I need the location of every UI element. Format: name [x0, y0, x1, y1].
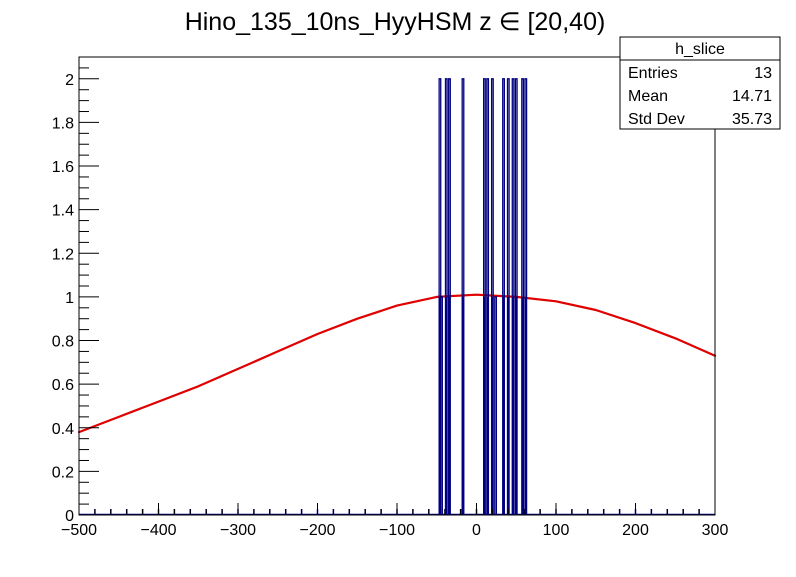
- axes-layer: −500 −400 −300 −200 −100 0 100 200 300 0 0.2 0.4 0.6…: [52, 56, 729, 539]
- chart-title: Hino_135_10ns_HyyHSM z ∈ [20,40): [185, 8, 606, 36]
- x-tick-label: 300: [702, 522, 729, 539]
- stats-stddev-label: Std Dev: [628, 111, 685, 128]
- x-tick-label: 100: [543, 522, 570, 539]
- y-tick-label: 2: [65, 72, 74, 89]
- x-tick-label: 200: [622, 522, 649, 539]
- x-tick-label: −400: [140, 522, 176, 539]
- y-tick-label: 0.2: [52, 464, 74, 481]
- stats-entries-value: 13: [754, 65, 772, 82]
- x-tick-label: −100: [379, 522, 415, 539]
- stats-box-frame: [619, 36, 781, 130]
- y-tick-label: 0: [65, 508, 74, 525]
- x-tick-label: −200: [299, 522, 335, 539]
- stats-mean-label: Mean: [628, 88, 668, 105]
- stats-stddev-value: 35.73: [732, 111, 772, 128]
- y-tick-label: 0.8: [52, 334, 74, 351]
- y-tick-label: 1.2: [52, 246, 74, 263]
- stats-mean-value: 14.71: [732, 88, 772, 105]
- stats-entries-label: Entries: [628, 65, 678, 82]
- x-tick-label: −500: [61, 522, 97, 539]
- y-tick-label: 1.8: [52, 115, 74, 132]
- y-tick-label: 1.6: [52, 159, 74, 176]
- histogram-layer: [79, 78, 715, 516]
- y-tick-label: 1: [65, 290, 74, 307]
- y-tick-label: 0.4: [52, 421, 74, 438]
- x-tick-label: 0: [472, 522, 481, 539]
- stats-box: h_slice Entries 13 Mean 14.71 Std Dev 35…: [619, 36, 781, 130]
- y-tick-label: 0.6: [52, 377, 74, 394]
- x-tick-label: −300: [220, 522, 256, 539]
- fit-curve: [77, 293, 717, 434]
- stats-box-title: h_slice: [675, 41, 725, 58]
- y-tick-label: 1.4: [52, 203, 74, 220]
- fit-curve-layer: [77, 293, 717, 434]
- histogram-bin: [494, 296, 498, 515]
